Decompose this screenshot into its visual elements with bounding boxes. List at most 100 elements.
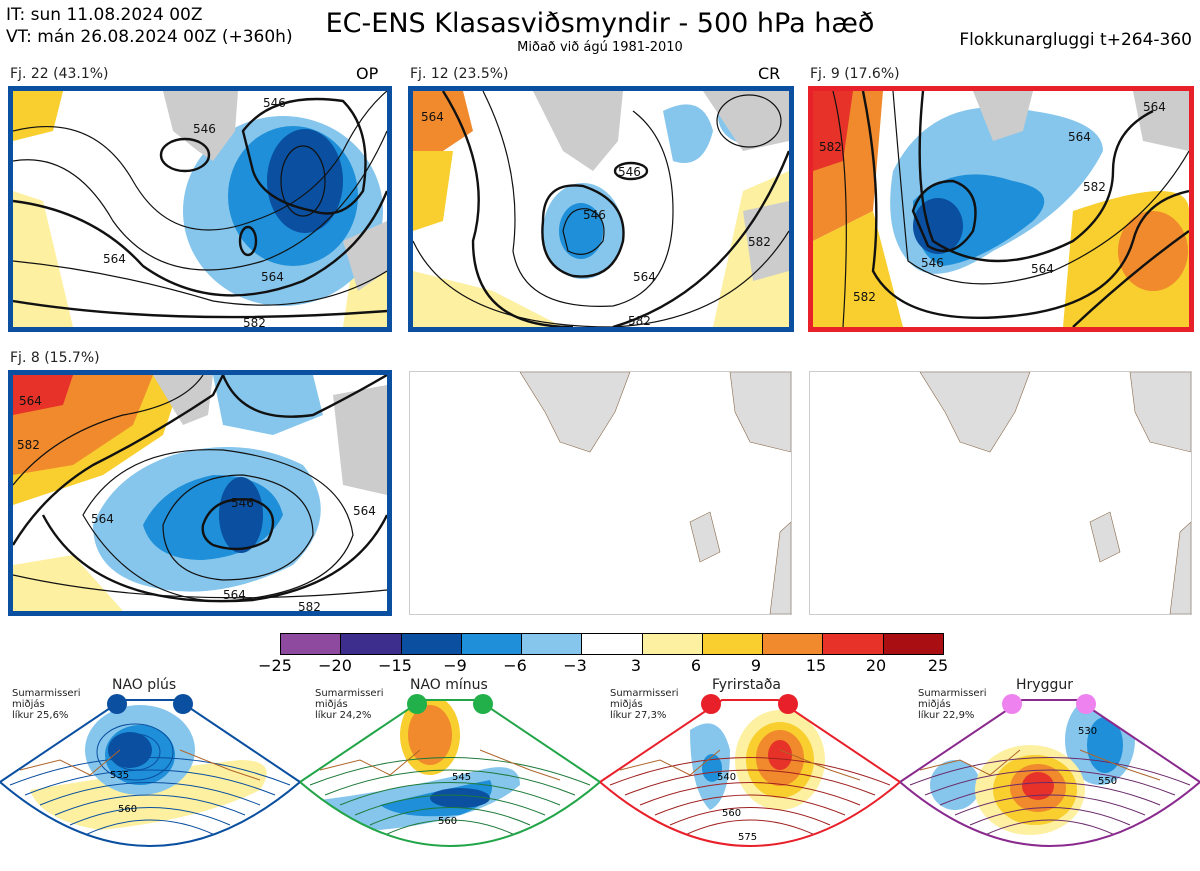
contour-labels: 582 564 546 564 582 582 564 — [819, 100, 1166, 304]
colorbar-tick: 25 — [927, 656, 949, 675]
colorbar-swatch — [883, 634, 943, 654]
colorbar-swatch — [341, 634, 402, 654]
regime-marker — [473, 694, 493, 714]
colorbar-swatch — [823, 634, 884, 654]
cluster-2-tag: CR — [758, 64, 781, 83]
svg-text:564: 564 — [19, 394, 42, 408]
svg-text:575: 575 — [448, 850, 467, 861]
colorbar-tick: 9 — [750, 656, 762, 675]
colorbar-tick: −15 — [378, 656, 412, 675]
regime-marker — [1076, 694, 1096, 714]
svg-text:564: 564 — [353, 504, 376, 518]
anomaly-fill — [13, 375, 323, 611]
geopotential-contours — [413, 91, 789, 327]
svg-text:582: 582 — [298, 600, 321, 611]
classification-window: Flokkunargluggi t+264-360 — [959, 30, 1192, 50]
cluster-4-map: 564 582 564 546 564 564 582 — [8, 370, 392, 616]
cluster-4-label: Fj. 8 (15.7%) — [10, 350, 100, 366]
svg-text:560: 560 — [118, 804, 137, 815]
land — [973, 91, 1189, 151]
land — [163, 91, 387, 291]
svg-text:564: 564 — [103, 252, 126, 266]
colorbar — [280, 633, 944, 655]
regime-2-stats: Sumarmisseri miðjás líkur 24,2% — [315, 688, 384, 721]
cluster-1-tag: OP — [356, 64, 379, 83]
init-time: IT: sun 11.08.2024 00Z — [6, 5, 203, 25]
cluster-2-label: Fj. 12 (23.5%) — [410, 66, 509, 82]
anomaly-fill — [813, 91, 1189, 327]
regime-1-name: NAO plús — [112, 677, 177, 693]
geopotential-contours — [832, 91, 1189, 327]
svg-text:582: 582 — [243, 316, 266, 327]
svg-text:564: 564 — [1031, 262, 1054, 276]
svg-text:546: 546 — [618, 165, 641, 179]
colorbar-swatch — [461, 634, 523, 654]
colorbar-tick: −3 — [563, 656, 587, 675]
regime-marker — [107, 694, 127, 714]
svg-text:545: 545 — [452, 772, 471, 783]
regime-marker — [407, 694, 427, 714]
svg-text:575: 575 — [738, 832, 757, 843]
regime-marker — [701, 694, 721, 714]
svg-text:582: 582 — [748, 235, 771, 249]
colorbar-swatch — [702, 634, 764, 654]
geopotential-contours — [13, 91, 387, 319]
regime-4-name: Hryggur — [1016, 677, 1073, 693]
regime-marker — [173, 694, 193, 714]
svg-text:546: 546 — [263, 96, 286, 110]
svg-text:564: 564 — [261, 270, 284, 284]
colorbar-swatch — [522, 634, 583, 654]
svg-text:582: 582 — [853, 290, 876, 304]
colorbar-swatch — [582, 634, 643, 654]
regime-marker — [778, 694, 798, 714]
svg-text:564: 564 — [1068, 130, 1091, 144]
svg-text:564: 564 — [421, 110, 444, 124]
geopotential-contours — [13, 375, 387, 603]
contour-labels: 564 546 546 564 582 582 — [421, 110, 771, 327]
regime-2-name: NAO mínus — [410, 677, 488, 693]
cluster-3-map: 582 564 546 564 582 582 564 — [808, 86, 1194, 332]
svg-text:546: 546 — [921, 256, 944, 270]
colorbar-tick: −20 — [318, 656, 352, 675]
svg-text:530: 530 — [1078, 726, 1097, 737]
colorbar-swatch — [281, 634, 342, 654]
svg-text:546: 546 — [583, 208, 606, 222]
svg-text:560: 560 — [438, 816, 457, 827]
regime-marker — [1002, 694, 1022, 714]
regime-1-map: 535 560 — [0, 694, 300, 847]
colorbar-tick: 3 — [630, 656, 642, 675]
colorbar-swatch — [401, 634, 462, 654]
cluster-2-map: 564 546 546 564 582 582 — [408, 86, 794, 332]
regime-3-name: Fyrirstaða — [712, 677, 781, 693]
svg-text:582: 582 — [628, 314, 651, 327]
svg-text:535: 535 — [110, 770, 129, 781]
svg-text:550: 550 — [1098, 776, 1117, 787]
colorbar-swatch — [642, 634, 703, 654]
colorbar-swatch — [763, 634, 824, 654]
svg-text:546: 546 — [231, 496, 254, 510]
regime-1-stats: Sumarmisseri miðjás líkur 25,6% — [12, 688, 81, 721]
svg-text:575: 575 — [1100, 838, 1119, 849]
svg-text:582: 582 — [1083, 180, 1106, 194]
colorbar-tick: −6 — [503, 656, 527, 675]
svg-text:582: 582 — [17, 438, 40, 452]
regime-2-map: 545 560 575 — [300, 694, 600, 861]
colorbar-tick: 20 — [865, 656, 887, 675]
regime-3-map: 540 560 575 — [600, 694, 900, 847]
empty-map-5 — [409, 371, 792, 615]
colorbar-tick: −25 — [258, 656, 292, 675]
cluster-1-label: Fj. 22 (43.1%) — [10, 66, 109, 82]
page-title: EC-ENS Klasasviðsmyndir - 500 hPa hæð — [325, 8, 875, 39]
regime-4-stats: Sumarmisseri miðjás líkur 22,9% — [918, 688, 987, 721]
svg-text:582: 582 — [819, 140, 842, 154]
svg-text:546: 546 — [193, 122, 216, 136]
svg-text:564: 564 — [223, 588, 246, 602]
valid-time: VT: mán 26.08.2024 00Z (+360h) — [6, 27, 293, 47]
svg-text:540: 540 — [717, 772, 736, 783]
colorbar-tick: −9 — [443, 656, 467, 675]
land — [153, 375, 387, 495]
colorbar-tick: 6 — [690, 656, 702, 675]
svg-text:564: 564 — [1143, 100, 1166, 114]
cluster-1-map: 546 546 564 564 582 — [8, 86, 392, 332]
empty-map-6 — [809, 371, 1192, 615]
